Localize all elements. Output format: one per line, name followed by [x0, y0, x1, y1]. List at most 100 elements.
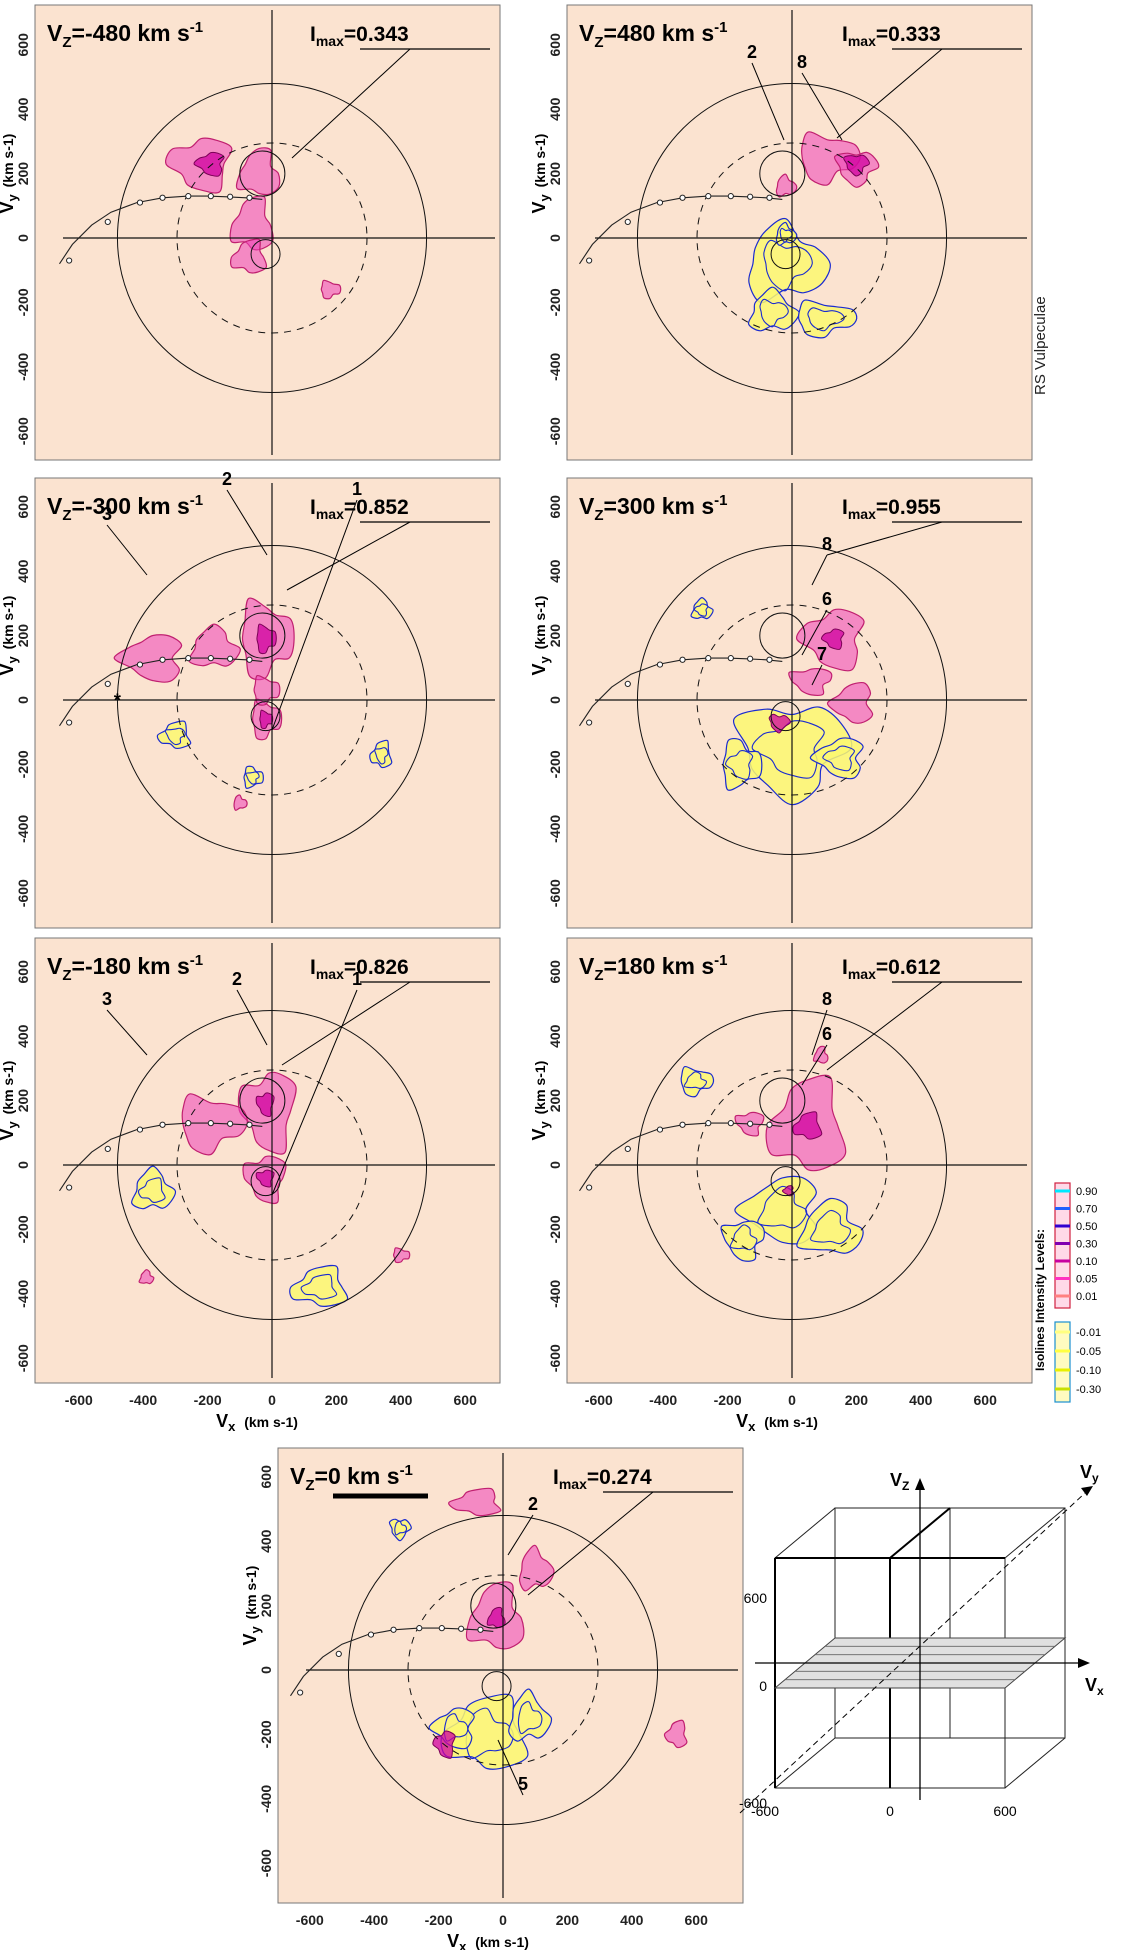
absorption-inner-contour [729, 1224, 758, 1251]
panel-background [566, 937, 1033, 1384]
y-tick-label: 200 [15, 162, 31, 186]
legend-title: Isolines Intensity Levels: [1033, 1229, 1047, 1371]
trajectory-point [458, 1625, 465, 1632]
x-axis-title: Vx (km s-1) [736, 1411, 818, 1434]
imax-label: Imax=0.826 [310, 956, 409, 982]
gainer-star-circle [250, 701, 281, 732]
absorption-inner-contour [725, 750, 754, 780]
donor-star-circle [759, 612, 806, 659]
y-tick-label: 0 [258, 1666, 274, 1674]
feature-leader-line [811, 664, 823, 686]
imax-label: Imax=0.852 [310, 496, 409, 522]
x-tick-label: -400 [360, 1912, 388, 1928]
x-tick-label: 400 [389, 1392, 413, 1408]
emission-contour [768, 713, 791, 734]
cube-x-tick: 0 [886, 1803, 894, 1819]
trajectory-point [104, 1145, 111, 1153]
emission-contour [518, 1544, 555, 1592]
legend-level: 0.30 [1076, 1239, 1097, 1251]
imax-label: Imax=0.343 [310, 23, 409, 49]
emission-contour [255, 1169, 275, 1188]
trajectory-point [656, 199, 664, 206]
trajectory-point [66, 1184, 73, 1191]
trajectory-point [727, 193, 734, 200]
cube-y-tick: -600 [739, 1795, 767, 1811]
star-name-label: RS Vulpeculae [1032, 296, 1049, 395]
imax-label: Imax=0.274 [553, 1466, 652, 1492]
velocity-panel: -600 -400 -200 0 200 400 600 Vy (km s-1) -600 -40… [240, 1447, 744, 1950]
x-tick-label: 400 [620, 1912, 644, 1928]
vz-label: VZ=-180 km s-1 [47, 952, 203, 984]
intensity-legend: Isolines Intensity Levels: 0.90 0.70 0.50 0.… [1033, 1182, 1101, 1403]
velocity-cube-diagram: VZ Vy Vx 600 0 -600-600 0 600 [739, 1462, 1104, 1819]
y-axis-title: Vy (km s-1) [529, 596, 552, 676]
legend-level: 0.50 [1076, 1221, 1097, 1233]
cube-edge [774, 1507, 836, 1559]
emission-contour [255, 1092, 275, 1118]
trajectory-point [747, 1120, 754, 1127]
donor-star-circle [759, 1077, 806, 1124]
trajectory-point [227, 655, 234, 662]
feature-label: 2 [528, 1494, 538, 1514]
cube-vz-arrow [915, 1478, 925, 1490]
y-tick-label: -200 [15, 288, 31, 316]
trajectory-point [624, 1145, 631, 1153]
absorption-contour [690, 596, 714, 620]
trajectory-point [679, 1121, 686, 1128]
feature-label: 7 [817, 644, 827, 664]
absorption-contour [748, 217, 831, 304]
feature-label: 1 [352, 969, 362, 989]
trajectory-point [159, 1121, 166, 1128]
y-tick-label: -600 [547, 879, 563, 907]
x-tick-label: 0 [499, 1912, 507, 1928]
feature-label: 3 [102, 504, 112, 524]
y-tick-label: 600 [258, 1465, 274, 1489]
absorption-contour [388, 1518, 412, 1542]
y-tick-label: 0 [15, 234, 31, 242]
trajectory-point [207, 193, 214, 200]
y-tick-label: 0 [15, 1161, 31, 1169]
trajectory-point [438, 1625, 445, 1632]
x-tick-label: 0 [788, 1392, 796, 1408]
trajectory-point [185, 193, 192, 200]
vz-label: VZ=300 km s-1 [579, 492, 727, 524]
feature-label: 8 [822, 989, 832, 1009]
y-axis-title: Vy (km s-1) [0, 596, 20, 676]
emission-contour [826, 681, 874, 724]
emission-contour [392, 1247, 411, 1264]
x-tick-label: 200 [556, 1912, 580, 1928]
gainer-star-circle [481, 1671, 512, 1702]
vz-label: VZ=180 km s-1 [579, 952, 727, 984]
absorption-contour [243, 765, 264, 789]
absorption-inner-contour [137, 1177, 166, 1203]
absorption-inner-contour [300, 1273, 338, 1300]
velocity-panel: -600 -400 -200 0 200 400 600 Vy (km s-1) VZ=-480… [0, 4, 501, 461]
trajectory-point [624, 218, 631, 225]
trajectory-point [727, 655, 734, 662]
absorption-inner-contour [164, 727, 186, 746]
absorption-contour [428, 1707, 475, 1750]
absorption-inner-contour [517, 1701, 543, 1735]
x-tick-label: -400 [129, 1392, 157, 1408]
trajectory-point [104, 680, 111, 688]
trajectory-point [705, 1120, 712, 1127]
trajectory-point [416, 1625, 423, 1632]
y-tick-label: -200 [15, 1215, 31, 1243]
x-tick-label: 400 [909, 1392, 933, 1408]
absorption-inner-contour [763, 239, 813, 292]
y-tick-label: 0 [547, 1161, 563, 1169]
trajectory-point [477, 1626, 484, 1633]
trajectory-point [335, 1650, 342, 1658]
trajectory-point [66, 257, 73, 264]
emission-contour [800, 131, 861, 186]
feature-label: 1 [352, 479, 362, 499]
imax-label: Imax=0.333 [842, 23, 941, 49]
legend-negative-box [1054, 1321, 1071, 1403]
trajectory-point [159, 656, 166, 663]
trajectory-point [747, 655, 754, 662]
trajectory-point [727, 1120, 734, 1127]
trajectory-point [246, 656, 253, 663]
y-tick-label: -600 [547, 1344, 563, 1372]
y-tick-label: 600 [547, 495, 563, 519]
y-tick-label: -200 [15, 750, 31, 778]
